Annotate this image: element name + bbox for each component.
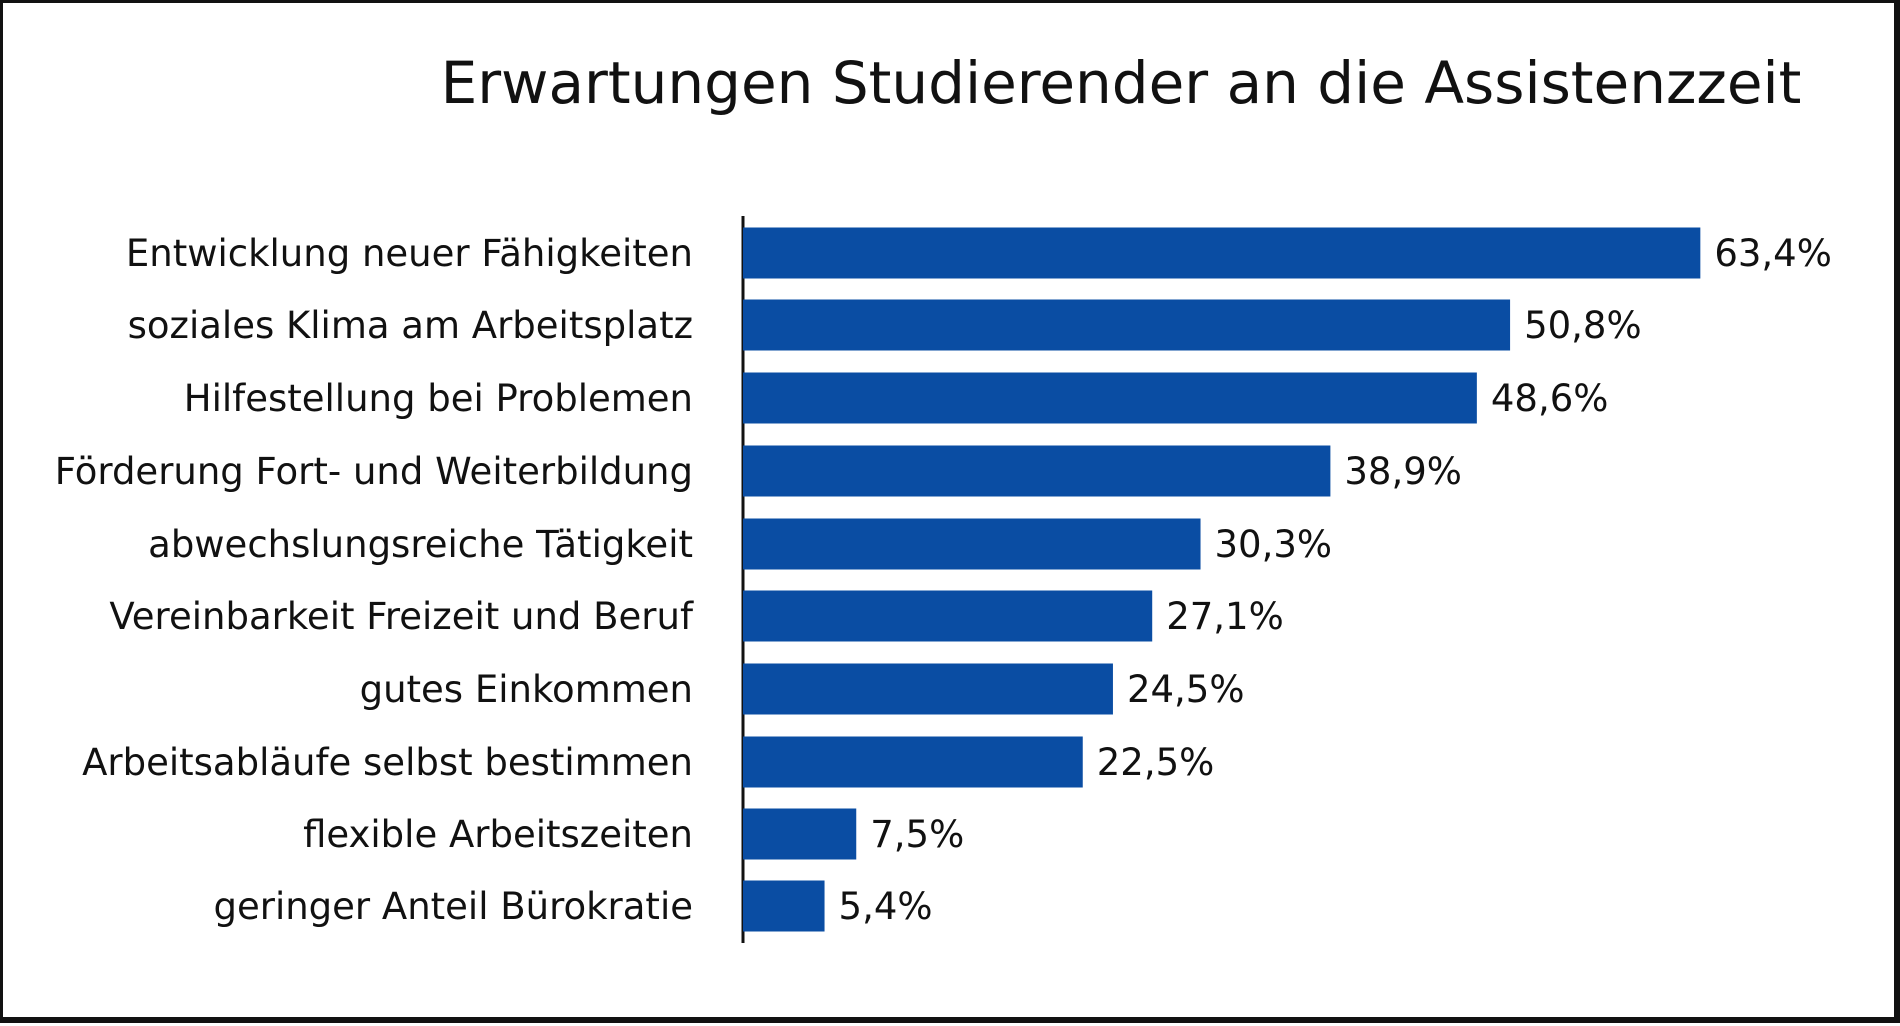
bar bbox=[743, 880, 825, 932]
value-label: 48,6% bbox=[1491, 377, 1609, 420]
bar bbox=[743, 590, 1153, 642]
value-label: 7,5% bbox=[870, 813, 964, 856]
category-labels: Entwicklung neuer Fähigkeiten soziales Kl… bbox=[55, 232, 694, 928]
bar bbox=[743, 808, 857, 860]
bar bbox=[743, 736, 1083, 788]
chart-title: Erwartungen Studierender an die Assisten… bbox=[441, 49, 1802, 117]
bar-chart: Erwartungen Studierender an die Assisten… bbox=[55, 49, 1832, 943]
category-label: flexible Arbeitszeiten bbox=[303, 813, 693, 856]
category-label: Entwicklung neuer Fähigkeiten bbox=[126, 232, 693, 275]
category-label: Vereinbarkeit Freizeit und Beruf bbox=[109, 595, 694, 638]
bar bbox=[743, 445, 1331, 497]
category-label: abwechslungsreiche Tätigkeit bbox=[148, 523, 693, 566]
value-label: 5,4% bbox=[839, 885, 933, 928]
category-label: Arbeitsabläufe selbst bestimmen bbox=[82, 741, 693, 784]
category-label: Förderung Fort- und Weiterbildung bbox=[55, 450, 693, 493]
category-label: Hilfestellung bei Problemen bbox=[184, 377, 693, 420]
bar bbox=[743, 663, 1113, 715]
value-labels: 63,4% 50,8% 48,6% 38,9% 30,3% 27,1% 24,5% 22,5%… bbox=[839, 232, 1832, 928]
bar bbox=[743, 518, 1201, 570]
category-label: gutes Einkommen bbox=[360, 668, 693, 711]
bar bbox=[743, 299, 1511, 351]
bars bbox=[743, 227, 1701, 932]
value-label: 38,9% bbox=[1344, 450, 1462, 493]
bar bbox=[743, 227, 1701, 279]
value-label: 24,5% bbox=[1127, 668, 1245, 711]
value-label: 50,8% bbox=[1524, 304, 1642, 347]
value-label: 22,5% bbox=[1097, 741, 1215, 784]
value-label: 63,4% bbox=[1714, 232, 1832, 275]
value-label: 30,3% bbox=[1215, 523, 1333, 566]
category-label: geringer Anteil Bürokratie bbox=[213, 885, 693, 928]
bar bbox=[743, 372, 1477, 424]
value-label: 27,1% bbox=[1166, 595, 1284, 638]
category-label: soziales Klima am Arbeitsplatz bbox=[128, 304, 693, 347]
